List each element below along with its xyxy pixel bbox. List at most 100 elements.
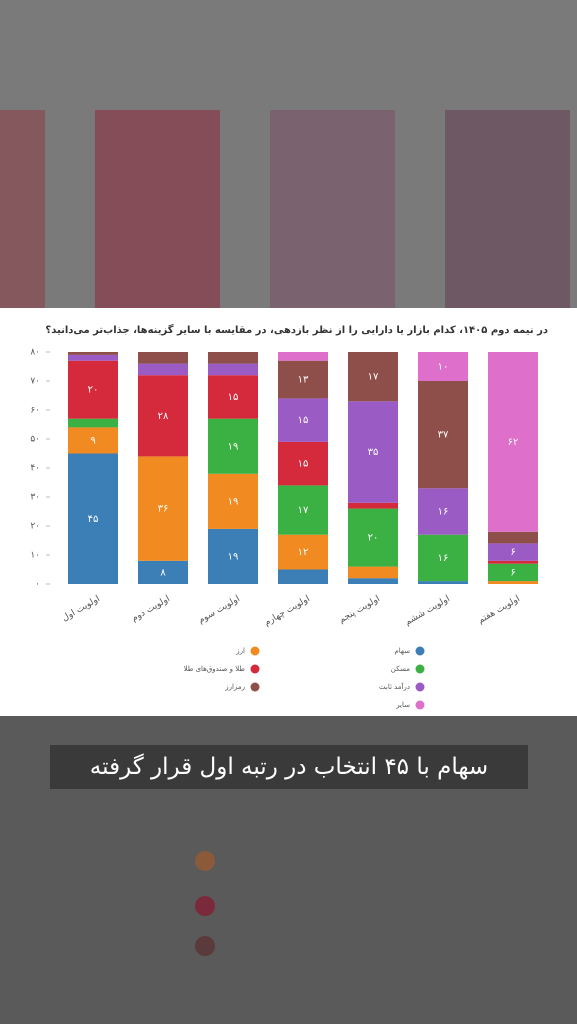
legend-label: مسکن [391,665,410,673]
bar-segment [278,360,328,399]
bar-segment [208,418,258,474]
bar-segment [138,375,188,457]
bar-segment [348,578,398,584]
bar-segment [488,543,538,561]
y-tick-label: ۰ [35,580,40,590]
legend-marker [250,646,260,656]
data-label: ۱۷ [368,372,379,383]
legend-label: ارز [235,647,245,655]
data-label: ۲۰ [88,385,99,396]
bar-segment [488,581,538,584]
caption: سهام با ۴۵ انتخاب در رتبه اول قرار گرفته [50,745,528,789]
bar-segment [68,354,118,361]
legend-label: طلا و صندوق‌های طلا [184,665,246,673]
bar-segment [68,418,118,428]
bar-segment [208,473,258,529]
legend-marker [415,646,425,656]
bar-segment [348,566,398,579]
legend-marker [415,682,425,692]
data-label: ۱۹ [228,496,239,507]
y-tick-label: ۸۰ [30,348,40,358]
bar-segment [418,488,468,535]
data-label: ۱۵ [298,415,309,426]
bar-segment [278,352,328,361]
data-label: ۱۵ [298,459,309,470]
bar-segment [68,360,118,419]
bar-segment [208,528,258,584]
bar-segment [348,508,398,567]
x-tick-label: اولویت اول [61,594,102,624]
data-label: ۱۷ [298,505,309,516]
bar-segment [208,363,258,376]
bar-segment [278,534,328,570]
bar-segment [348,352,398,402]
x-tick-label: اولویت دوم [130,594,172,624]
bar-segment [68,352,118,355]
y-tick-label: ۶۰ [30,406,40,416]
y-tick-label: ۲۰ [30,522,40,532]
bar-segment [138,352,188,364]
legend-marker [415,664,425,674]
x-tick-label: اولویت ششم [403,594,451,628]
y-tick-label: ۴۰ [30,464,40,474]
bar-segment [418,381,468,489]
data-label: ۳۶ [158,504,169,515]
y-tick-label: ۳۰ [30,493,40,503]
data-label: ۶۲ [508,437,519,448]
legend-label: رمزارز [224,683,245,691]
data-label: ۱۹ [228,551,239,562]
bar-segment [278,398,328,442]
data-label: ۱۲ [298,547,309,558]
y-tick-label: ۱۰ [30,551,40,561]
chart: در نیمه دوم ۱۴۰۵، کدام بازار یا دارایی ر… [0,308,577,716]
bar-segment [208,375,258,419]
data-label: ۱۶ [438,507,449,518]
legend-label: سهام [394,647,410,655]
legend-label: سایر [395,701,410,709]
bar-segment [278,441,328,486]
data-label: ۱۰ [438,362,449,373]
y-tick-label: ۷۰ [30,377,40,387]
data-label: ۶ [510,547,515,558]
bar-segment [418,581,468,584]
bar-segment [278,569,328,584]
data-label: ۱۶ [438,553,449,564]
bar-segment [68,427,118,454]
chart-title: در نیمه دوم ۱۴۰۵، کدام بازار یا دارایی ر… [45,323,548,336]
data-label: ۲۸ [158,411,169,422]
x-tick-label: اولویت هفتم [477,594,522,626]
bar-segment [208,352,258,364]
blurred-background [0,0,577,308]
bar-segment [138,456,188,561]
bar-segment [488,563,538,582]
bar-segment [488,531,538,544]
bar-segment [418,534,468,582]
bar-segment [488,352,538,532]
x-tick-label: اولویت چهارم [263,594,312,628]
bar-segment [488,560,538,564]
data-label: ۶ [510,567,515,578]
data-label: ۱۵ [228,392,239,403]
bar-segment [348,502,398,509]
bar-segment [68,453,118,584]
legend-marker [415,700,425,710]
data-label: ۳۷ [438,430,449,441]
legend-marker [250,682,260,692]
y-tick-label: ۵۰ [30,435,40,445]
data-label: ۳۵ [368,447,379,458]
bar-segment [348,401,398,503]
x-tick-label: اولویت سوم [197,594,242,626]
legend-marker [250,664,260,674]
bar-segment [138,560,188,584]
data-label: ۱۳ [298,375,309,386]
data-label: ۱۹ [228,441,239,452]
data-label: ۹ [90,435,95,446]
legend-label: درآمد ثابت [379,682,410,691]
bar-segment [278,485,328,535]
data-label: ۴۵ [88,514,99,525]
x-tick-label: اولویت پنجم [337,594,381,625]
data-label: ۲۰ [368,533,379,544]
bar-segment [138,363,188,376]
bar-segment [418,352,468,381]
